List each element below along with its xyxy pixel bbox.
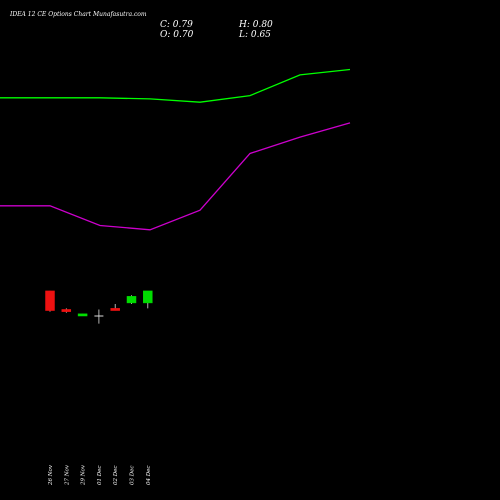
candle-body	[143, 290, 153, 304]
close-readout: C: 0.79	[160, 20, 193, 30]
x-tick-label: 27 Nov	[64, 464, 70, 486]
x-tick-label: 02 Dec	[113, 466, 119, 486]
candle-body	[126, 296, 137, 304]
candle-body	[110, 308, 120, 311]
candles	[45, 290, 153, 324]
overlay-lines	[0, 68, 351, 231]
high-readout: H: 0.80	[238, 20, 273, 30]
x-tick-label: 01 Dec	[97, 466, 103, 486]
candle-body	[61, 309, 72, 312]
x-tick-label: 04 Dec	[146, 466, 152, 486]
overlay-line-2	[0, 122, 351, 231]
low-readout: L: 0.65	[238, 30, 271, 40]
x-tick-label: 03 Dec	[130, 466, 136, 486]
x-tick-label: 26 Nov	[48, 464, 54, 486]
x-axis-ticks: 26 Nov 27 Nov 29 Nov 01 Dec 02 Dec 03 Dec 04 D…	[48, 464, 152, 486]
candle-body	[77, 313, 88, 317]
x-tick-label: 29 Nov	[81, 464, 87, 486]
candle-body	[45, 290, 55, 311]
overlay-line-1	[0, 68, 351, 103]
open-readout: O: 0.70	[160, 30, 194, 40]
chart-title: IDEA 12 CE Options Chart Munafasutra.com	[9, 11, 147, 18]
